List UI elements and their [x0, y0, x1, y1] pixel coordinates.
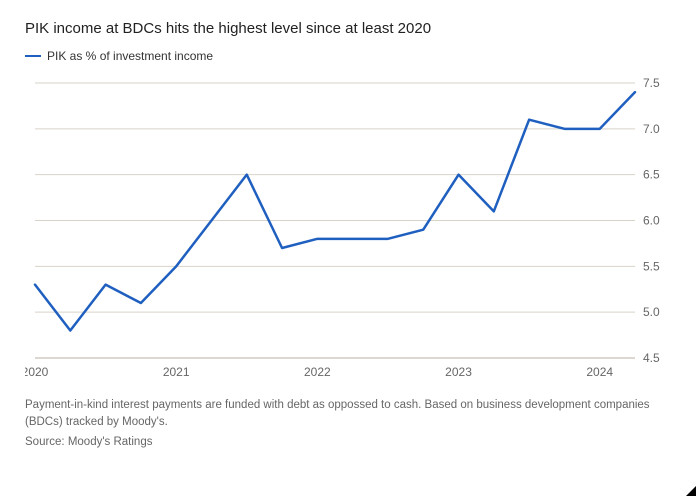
svg-text:7.0: 7.0 [643, 122, 660, 136]
svg-text:2024: 2024 [586, 365, 613, 379]
plot-area: 4.5 5.0 5.5 6.0 6.5 7.0 7.5 2020 2021 2022 2023 202… [25, 73, 675, 383]
legend-swatch [25, 55, 41, 57]
source-line: Source: Moody's Ratings [25, 436, 675, 448]
svg-text:7.5: 7.5 [643, 76, 660, 90]
svg-text:6.5: 6.5 [643, 168, 660, 182]
svg-text:4.5: 4.5 [643, 351, 660, 365]
footnote: Payment-in-kind interest payments are fu… [25, 397, 675, 432]
svg-text:2022: 2022 [304, 365, 331, 379]
chart-title: PIK income at BDCs hits the highest leve… [25, 20, 675, 37]
svg-text:6.0: 6.0 [643, 214, 660, 228]
resize-corner-icon [686, 486, 696, 496]
svg-text:2021: 2021 [163, 365, 190, 379]
chart-container: PIK income at BDCs hits the highest leve… [0, 0, 700, 500]
svg-text:2020: 2020 [25, 365, 49, 379]
line-chart: 4.5 5.0 5.5 6.0 6.5 7.0 7.5 2020 2021 2022 2023 202… [25, 73, 675, 383]
svg-text:5.5: 5.5 [643, 259, 660, 273]
svg-text:5.0: 5.0 [643, 305, 660, 319]
legend: PIK as % of investment income [25, 49, 675, 63]
svg-text:2023: 2023 [445, 365, 472, 379]
legend-label: PIK as % of investment income [47, 49, 213, 63]
